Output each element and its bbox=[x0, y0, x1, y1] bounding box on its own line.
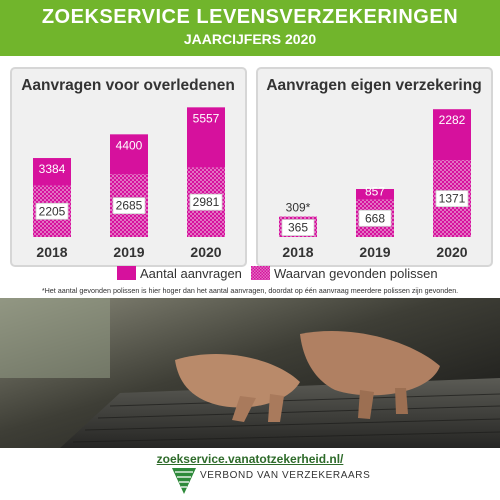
legend-swatch-total bbox=[117, 266, 136, 280]
page-subtitle: JAARCIJFERS 2020 bbox=[183, 31, 317, 47]
data-label-box-found-2020 bbox=[435, 190, 469, 208]
x-tick-label-2019: 2019 bbox=[359, 244, 390, 260]
x-tick-label-2018: 2018 bbox=[282, 244, 313, 260]
data-label-found-2019: 668 bbox=[365, 211, 385, 225]
bar-total-2018 bbox=[33, 158, 71, 186]
legend-swatch-found bbox=[251, 266, 270, 280]
x-tick-label-2020: 2020 bbox=[436, 244, 467, 260]
chart-panel-eigen-verzekering: Aanvragen eigen verzekering 309* 365 2018 85… bbox=[256, 67, 493, 267]
data-label-found-2020: 1371 bbox=[439, 192, 466, 206]
data-label-total-2020: 5557 bbox=[193, 111, 220, 125]
data-label-found-2018: 365 bbox=[288, 221, 308, 235]
data-label-box-found-2019 bbox=[112, 197, 146, 215]
data-label-total-2019: 857 bbox=[365, 185, 385, 199]
data-label-box-found-2018 bbox=[35, 202, 69, 220]
bar-total-2019 bbox=[356, 189, 394, 200]
legend-label-found: Waarvan gevonden polissen bbox=[274, 266, 438, 281]
data-label-found-2018: 2205 bbox=[39, 204, 66, 218]
data-label-box-found-2018 bbox=[281, 219, 315, 236]
data-label-box-found-2020 bbox=[189, 193, 223, 211]
chart-title: Aanvragen voor overledenen bbox=[21, 77, 235, 94]
verbond-logo-icon bbox=[172, 468, 196, 494]
chart-eigen-verzekering: Aanvragen eigen verzekering 309* 365 2018 85… bbox=[266, 77, 481, 260]
organization-name: VERBOND VAN VERZEKERAARS bbox=[200, 470, 371, 481]
bar-total-2019 bbox=[110, 134, 148, 175]
legend-label-total: Aantal aanvragen bbox=[140, 266, 242, 281]
data-label-total-2020: 2282 bbox=[439, 113, 466, 127]
data-label-total-2018: 309* bbox=[286, 201, 311, 215]
footer: zoekservice.vanatotzekerheid.nl/ bbox=[0, 448, 500, 500]
bar-total-2020 bbox=[433, 109, 471, 161]
x-tick-label-2018: 2018 bbox=[36, 244, 67, 260]
data-label-total-2019: 4400 bbox=[116, 138, 143, 152]
bar-total-2020 bbox=[187, 107, 225, 168]
chart-legend: Aantal aanvragen Waarvan gevonden poliss… bbox=[0, 263, 500, 285]
chart-overledenen: Aanvragen voor overledenen 3384 2205 2018 44… bbox=[21, 77, 235, 260]
laptop-typing-photo bbox=[0, 298, 500, 448]
chart-title: Aanvragen eigen verzekering bbox=[266, 77, 481, 94]
data-label-found-2020: 2981 bbox=[193, 195, 220, 209]
data-label-total-2018: 3384 bbox=[39, 162, 66, 176]
header-banner: ZOEKSERVICE LEVENSVERZEKERINGEN JAARCIJF… bbox=[0, 0, 500, 56]
website-link[interactable]: zoekservice.vanatotzekerheid.nl/ bbox=[156, 452, 344, 466]
chart-panel-overledenen: Aanvragen voor overledenen 3384 2205 2018 44… bbox=[10, 67, 247, 267]
footnote: *Het aantal gevonden polissen is hier ho… bbox=[41, 286, 459, 295]
data-label-found-2019: 2685 bbox=[116, 199, 143, 213]
page-title: ZOEKSERVICE LEVENSVERZEKERINGEN bbox=[41, 6, 459, 28]
x-tick-label-2019: 2019 bbox=[113, 244, 144, 260]
x-tick-label-2020: 2020 bbox=[190, 244, 221, 260]
data-label-box-found-2019 bbox=[358, 209, 392, 227]
